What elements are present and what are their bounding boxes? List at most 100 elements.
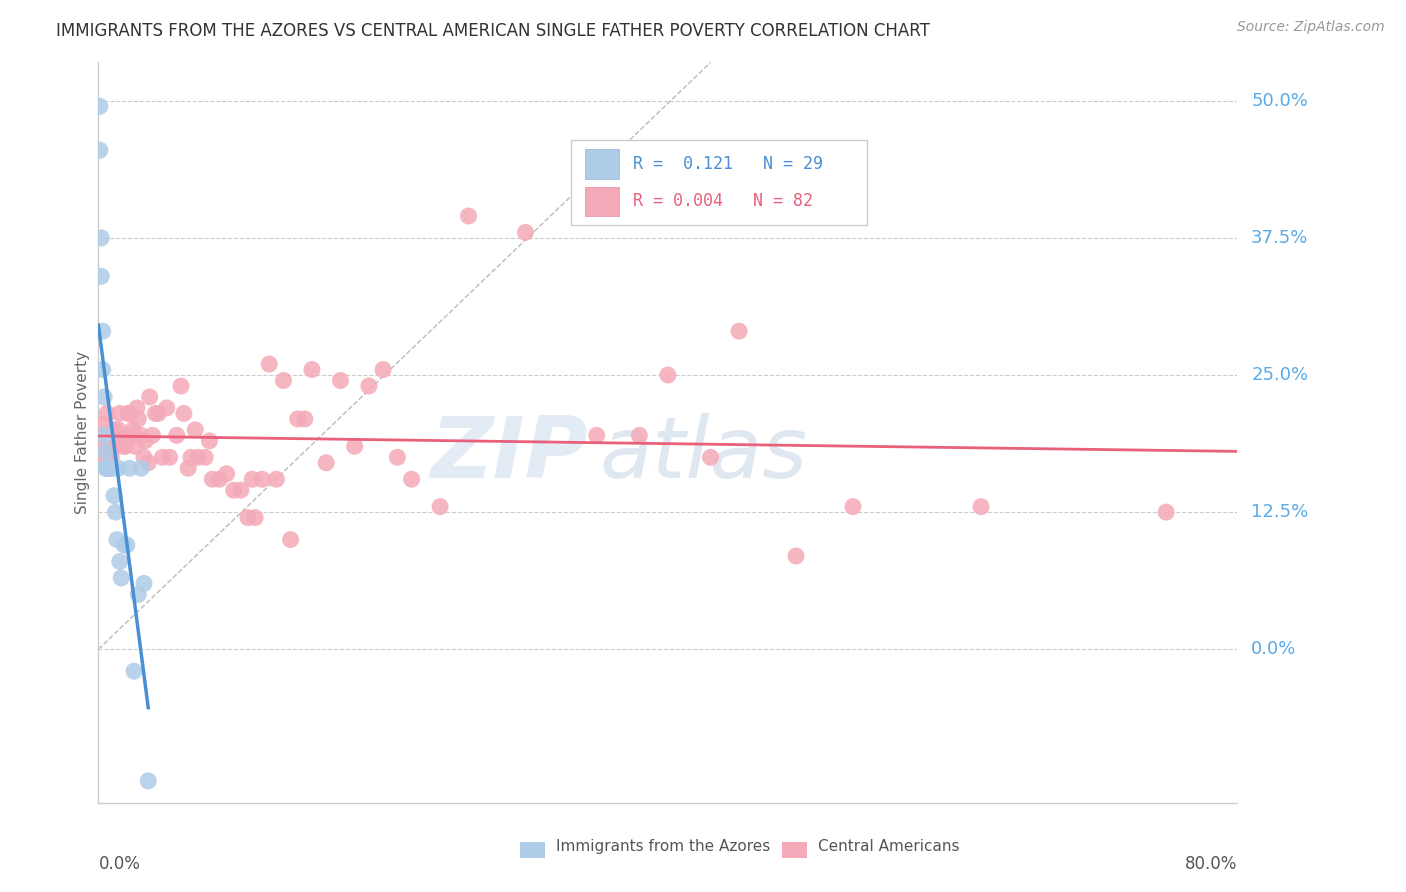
Point: [266, 472, 288, 486]
Point: [201, 472, 224, 486]
Point: [90, 439, 112, 453]
Point: [180, 450, 202, 465]
Point: [148, 406, 170, 420]
Point: [104, 505, 127, 519]
Point: [129, 428, 152, 442]
Text: 0.0%: 0.0%: [98, 855, 141, 872]
Bar: [585, 149, 619, 178]
Point: [93, 390, 115, 404]
Point: [132, 576, 155, 591]
Point: [120, 428, 142, 442]
Point: [429, 500, 451, 514]
Point: [152, 450, 174, 465]
Point: [122, 664, 145, 678]
Point: [110, 571, 132, 585]
Point: [117, 406, 139, 420]
Point: [515, 226, 537, 240]
Point: [97, 450, 120, 465]
Point: [184, 423, 207, 437]
Point: [91, 362, 114, 376]
Point: [112, 439, 135, 453]
Bar: [782, 842, 807, 858]
Point: [141, 428, 163, 442]
Point: [243, 510, 266, 524]
Text: 37.5%: 37.5%: [1251, 229, 1309, 247]
Text: 0.0%: 0.0%: [1251, 640, 1296, 658]
Point: [728, 324, 751, 338]
Point: [236, 510, 259, 524]
Point: [145, 406, 167, 420]
Point: [103, 423, 125, 437]
Point: [1154, 505, 1177, 519]
Point: [104, 439, 127, 453]
Text: IMMIGRANTS FROM THE AZORES VS CENTRAL AMERICAN SINGLE FATHER POVERTY CORRELATION: IMMIGRANTS FROM THE AZORES VS CENTRAL AM…: [56, 22, 931, 40]
Point: [173, 406, 195, 420]
Point: [94, 461, 117, 475]
Point: [628, 428, 651, 442]
Point: [127, 587, 149, 601]
Point: [294, 412, 316, 426]
Point: [115, 428, 138, 442]
Point: [280, 533, 302, 547]
Point: [970, 500, 993, 514]
Point: [315, 456, 337, 470]
Point: [96, 406, 118, 420]
Point: [301, 362, 323, 376]
Point: [136, 773, 159, 788]
Point: [94, 445, 117, 459]
Point: [129, 461, 152, 475]
Point: [138, 390, 160, 404]
Text: Central Americans: Central Americans: [818, 839, 960, 854]
Point: [657, 368, 679, 382]
Text: Source: ZipAtlas.com: Source: ZipAtlas.com: [1237, 20, 1385, 34]
FancyBboxPatch shape: [571, 140, 868, 226]
Point: [785, 549, 807, 563]
Point: [159, 450, 181, 465]
Point: [105, 439, 128, 453]
Point: [89, 143, 111, 157]
Point: [194, 450, 217, 465]
Point: [136, 456, 159, 470]
Point: [118, 461, 141, 475]
Point: [170, 379, 193, 393]
Point: [401, 472, 423, 486]
Point: [103, 489, 125, 503]
Point: [101, 461, 124, 475]
Point: [457, 209, 479, 223]
Bar: [520, 842, 546, 858]
Point: [97, 461, 120, 475]
Point: [240, 472, 263, 486]
Bar: [585, 186, 619, 216]
Point: [91, 417, 114, 432]
Point: [100, 461, 122, 475]
Point: [124, 439, 146, 453]
Point: [166, 428, 188, 442]
Text: atlas: atlas: [599, 413, 807, 496]
Point: [273, 374, 295, 388]
Point: [118, 406, 141, 420]
Text: 80.0%: 80.0%: [1185, 855, 1237, 872]
Point: [132, 450, 155, 465]
Point: [329, 374, 352, 388]
Point: [177, 461, 200, 475]
Point: [98, 461, 121, 475]
Point: [98, 461, 121, 475]
Point: [259, 357, 281, 371]
Text: R = 0.004   N = 82: R = 0.004 N = 82: [633, 193, 813, 211]
Point: [94, 450, 117, 465]
Point: [96, 450, 118, 465]
Point: [121, 423, 143, 437]
Point: [96, 461, 118, 475]
Point: [90, 269, 112, 284]
Point: [112, 538, 135, 552]
Point: [108, 554, 131, 568]
Point: [111, 434, 134, 448]
Point: [222, 483, 245, 498]
Point: [89, 99, 111, 113]
Point: [229, 483, 252, 498]
Text: 25.0%: 25.0%: [1251, 366, 1309, 384]
Point: [699, 450, 721, 465]
Point: [107, 461, 129, 475]
Text: ZIP: ZIP: [430, 413, 588, 496]
Point: [134, 434, 156, 448]
